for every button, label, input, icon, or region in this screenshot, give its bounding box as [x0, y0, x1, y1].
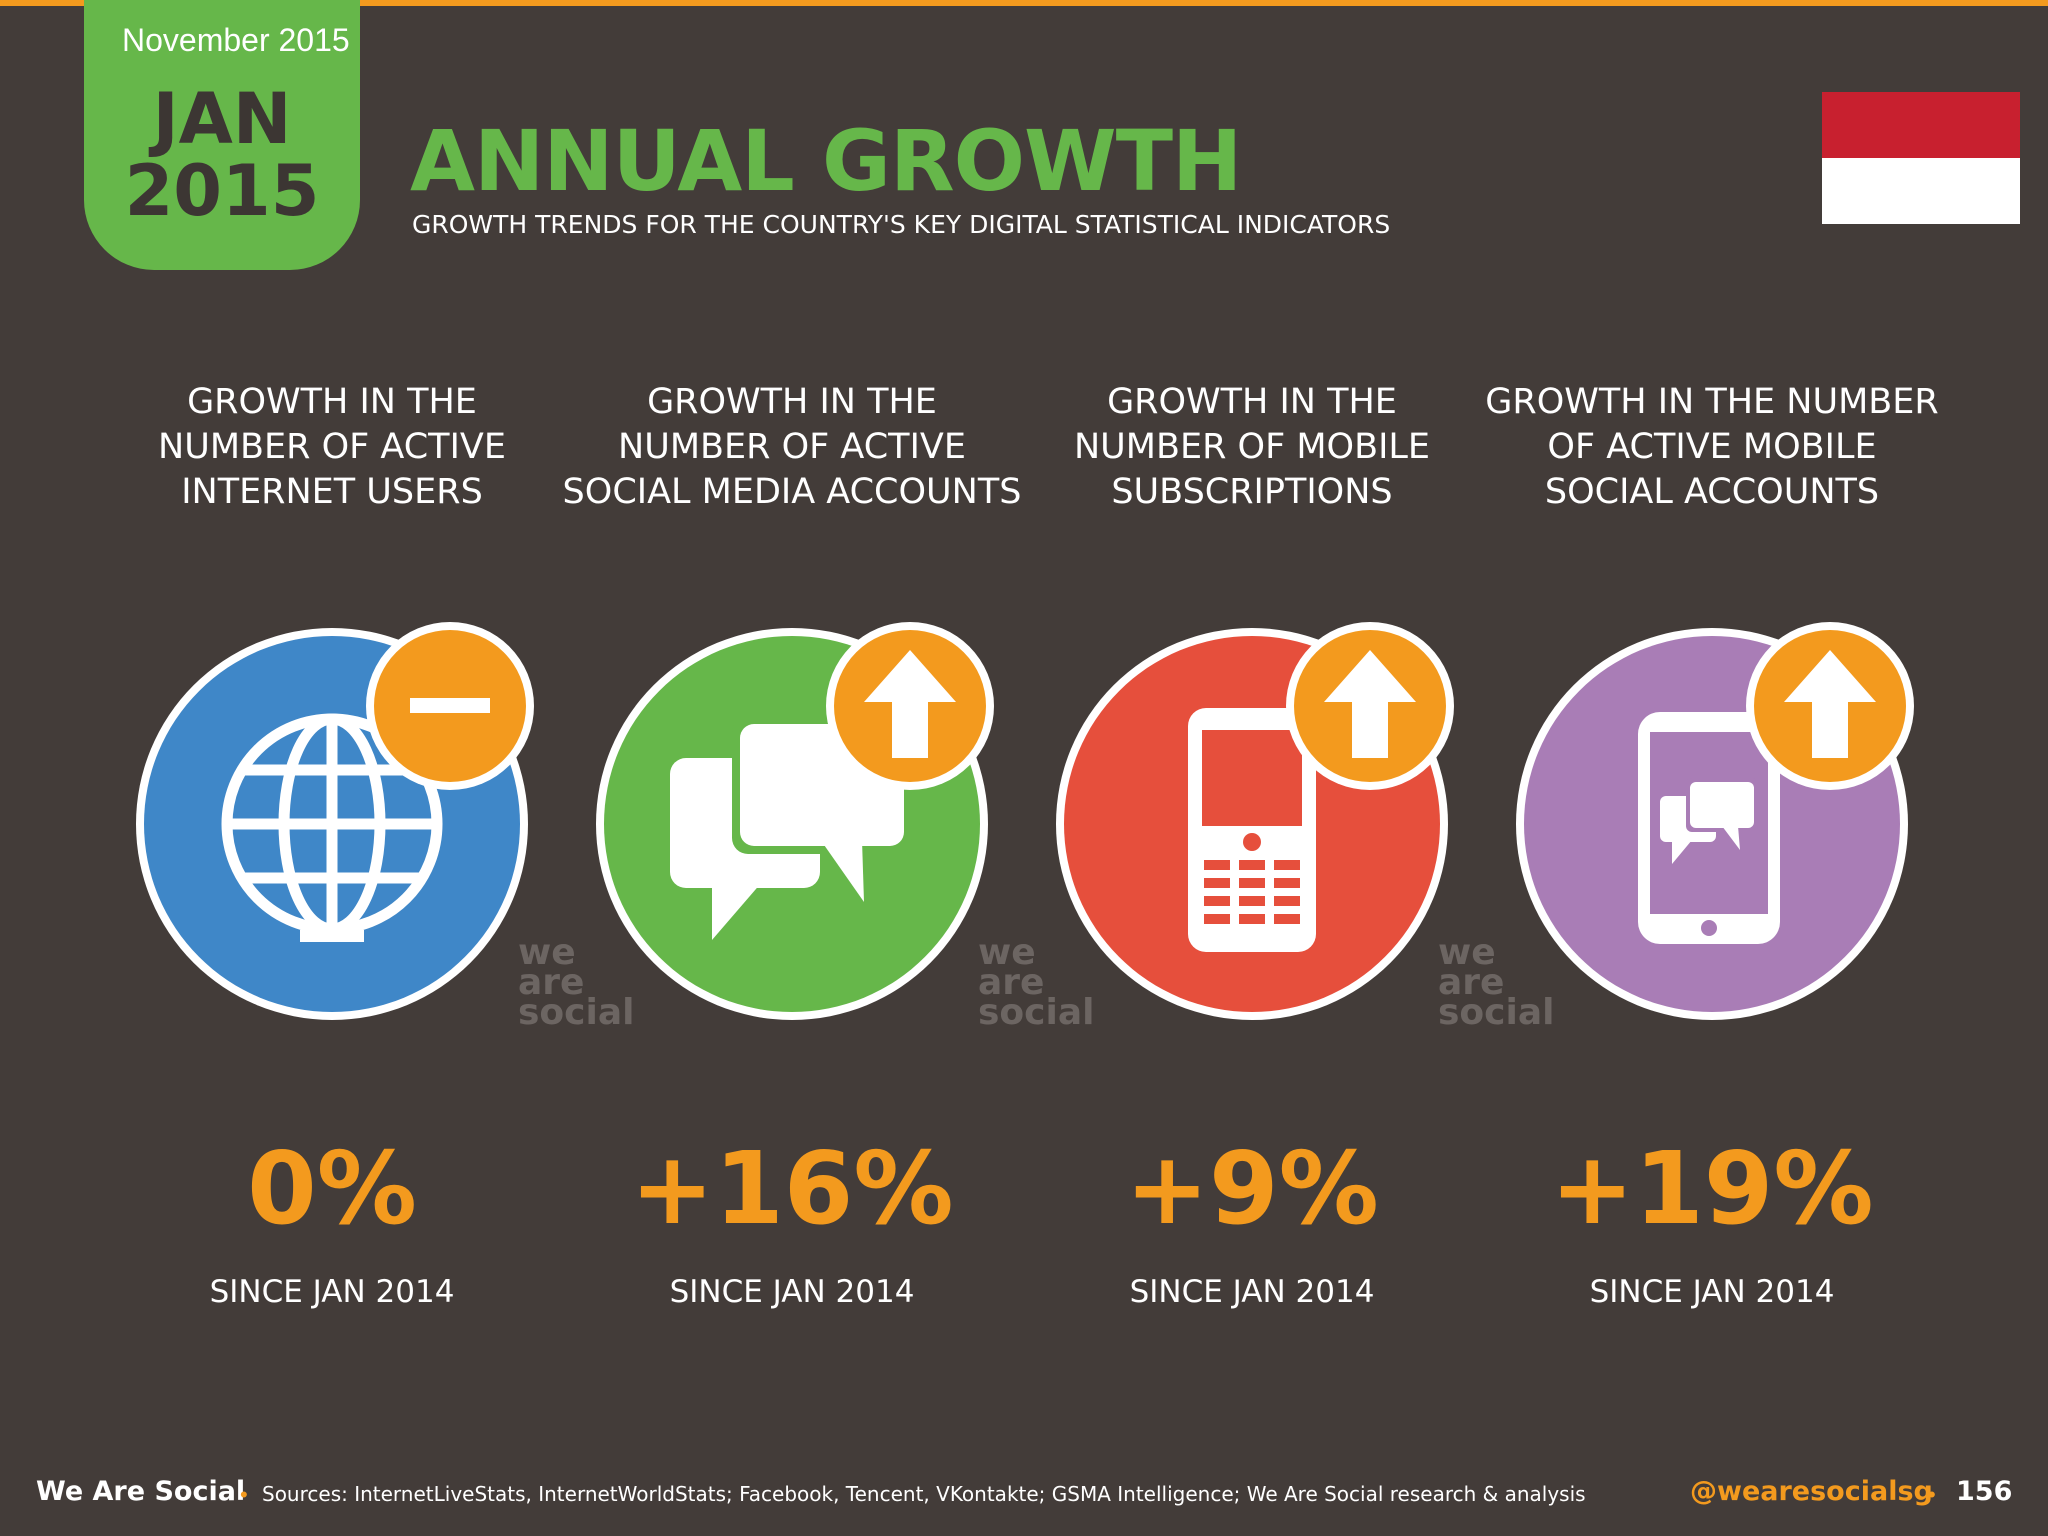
growth-value: +16% [630, 1130, 954, 1247]
footer-sources: Sources: InternetLiveStats, InternetWorl… [262, 1482, 1586, 1506]
page-title: ANNUAL GROWTH [410, 112, 1242, 210]
page-subtitle: GROWTH TRENDS FOR THE COUNTRY'S KEY DIGI… [412, 210, 1391, 239]
label-line: SUBSCRIPTIONS [1111, 472, 1393, 512]
watermark-line: social [518, 992, 635, 1033]
watermark-line: social [978, 992, 1095, 1033]
flag-white-band [1822, 158, 2020, 224]
page-number: 156 [1956, 1476, 2013, 1507]
label-line: SOCIAL ACCOUNTS [1544, 472, 1880, 512]
minus-icon [366, 622, 534, 790]
watermark-line: we [1438, 932, 1496, 973]
top-accent-rule [0, 0, 2048, 6]
label-line: GROWTH IN THE NUMBER [1485, 382, 1939, 422]
indicator-icon [1022, 620, 1482, 1040]
indicator-icon [102, 620, 562, 1040]
label-line: NUMBER OF ACTIVE [618, 427, 966, 467]
globe-icon [221, 713, 443, 942]
arrow-up-icon [1286, 622, 1454, 790]
bullet-separator: • [1928, 1482, 1936, 1507]
watermark-logo: we are social [1438, 932, 1555, 1033]
since-label: SINCE JAN 2014 [209, 1274, 455, 1310]
tab-year: 2015 [124, 150, 320, 232]
date-tab: JAN 2015 [84, 0, 360, 270]
label-line: NUMBER OF MOBILE [1073, 427, 1431, 467]
footer-brand: We Are Social [36, 1476, 246, 1507]
watermark-line: are [978, 962, 1045, 1003]
label-line: SOCIAL MEDIA ACCOUNTS [562, 472, 1022, 512]
watermark-line: we [978, 932, 1036, 973]
watermark-line: we [518, 932, 576, 973]
indicator-label: GROWTH IN THE NUMBER OF ACTIVE INTERNET … [102, 380, 562, 515]
label-line: GROWTH IN THE [1107, 382, 1397, 422]
mobile-phone-icon [1188, 708, 1316, 952]
indicator-icon [562, 620, 1022, 1040]
watermark-line: are [1438, 962, 1505, 1003]
growth-value: +9% [1125, 1130, 1379, 1247]
label-line: OF ACTIVE MOBILE [1547, 427, 1877, 467]
flag-red-band [1822, 92, 2020, 158]
indicator-label: GROWTH IN THE NUMBER OF ACTIVE MOBILE SO… [1482, 380, 1942, 515]
footer: We Are Social • Sources: InternetLiveSta… [0, 1476, 2048, 1516]
indonesia-flag [1822, 92, 2020, 224]
since-label: SINCE JAN 2014 [669, 1274, 915, 1310]
watermark-line: social [1438, 992, 1555, 1033]
tab-month: JAN [152, 78, 292, 160]
since-label: SINCE JAN 2014 [1589, 1274, 1835, 1310]
label-line: NUMBER OF ACTIVE [158, 427, 506, 467]
indicator-social-media-accounts: GROWTH IN THE NUMBER OF ACTIVE SOCIAL ME… [562, 380, 1022, 1330]
label-line: GROWTH IN THE [187, 382, 477, 422]
indicator-icon [1482, 620, 1942, 1040]
watermark-line: are [518, 962, 585, 1003]
bullet-separator: • [240, 1482, 248, 1507]
arrow-up-icon [826, 622, 994, 790]
indicator-mobile-social-accounts: GROWTH IN THE NUMBER OF ACTIVE MOBILE SO… [1482, 380, 1942, 1330]
label-line: GROWTH IN THE [647, 382, 937, 422]
label-line: INTERNET USERS [181, 472, 483, 512]
growth-value: +19% [1550, 1130, 1874, 1247]
footer-handle[interactable]: @wearesocialsg [1690, 1476, 1933, 1507]
indicator-mobile-subscriptions: GROWTH IN THE NUMBER OF MOBILE SUBSCRIPT… [1022, 380, 1482, 1330]
watermark-logo: we are social [978, 932, 1095, 1033]
arrow-up-icon [1746, 622, 1914, 790]
smartphone-chat-icon [1638, 712, 1780, 944]
indicator-internet-users: GROWTH IN THE NUMBER OF ACTIVE INTERNET … [102, 380, 562, 1330]
report-date: November 2015 [122, 22, 350, 58]
since-label: SINCE JAN 2014 [1129, 1274, 1375, 1310]
indicator-label: GROWTH IN THE NUMBER OF ACTIVE SOCIAL ME… [562, 380, 1022, 515]
indicator-label: GROWTH IN THE NUMBER OF MOBILE SUBSCRIPT… [1022, 380, 1482, 515]
watermark-logo: we are social [518, 932, 635, 1033]
growth-value: 0% [247, 1130, 417, 1247]
